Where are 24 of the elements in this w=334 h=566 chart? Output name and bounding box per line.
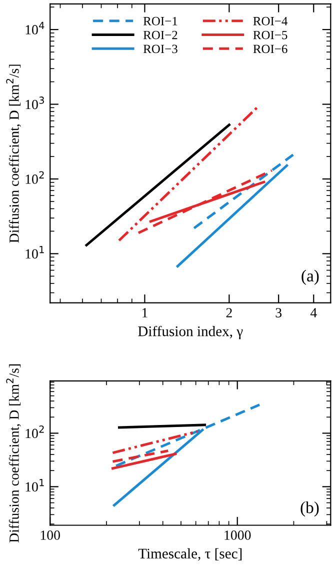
- legend-label: ROI−5: [253, 30, 288, 40]
- legend-label: ROI−3: [143, 44, 178, 54]
- y-axis-title: Diffusion coefficient, D [km$^{2}$/s]: [6, 364, 21, 542]
- x-tick-label: 100: [40, 530, 60, 540]
- y-tick-label: 10$^{1}$: [26, 479, 44, 492]
- y-tick-label: 10$^{2}$: [26, 171, 44, 184]
- y-tick-label: 10$^{2}$: [26, 425, 44, 438]
- legend-label: ROI−1: [143, 16, 178, 26]
- legend-label: ROI−4: [253, 16, 288, 26]
- y-tick-label: 10$^{1}$: [26, 246, 44, 259]
- x-tick-label: 1000: [224, 530, 251, 540]
- y-tick-label: 10$^{4}$: [26, 22, 44, 34]
- annotation: (b): [300, 501, 319, 517]
- x-tick-label: 2: [226, 308, 232, 318]
- x-axis-title: Diffusion index, γ: [138, 326, 243, 340]
- x-tick-label: 3: [276, 308, 282, 318]
- annotation: (a): [302, 270, 319, 285]
- y-tick-label: 10$^{3}$: [26, 96, 44, 110]
- x-axis-title: Timescale, τ [sec]: [138, 548, 242, 561]
- legend-label: ROI−2: [143, 30, 178, 40]
- x-tick-label: 4: [310, 308, 317, 318]
- legend-label: ROI−6: [253, 44, 288, 54]
- y-axis-title: Diffusion coefficient, D [km$^{2}$/s]: [6, 64, 21, 243]
- x-tick-label: 1: [142, 308, 148, 318]
